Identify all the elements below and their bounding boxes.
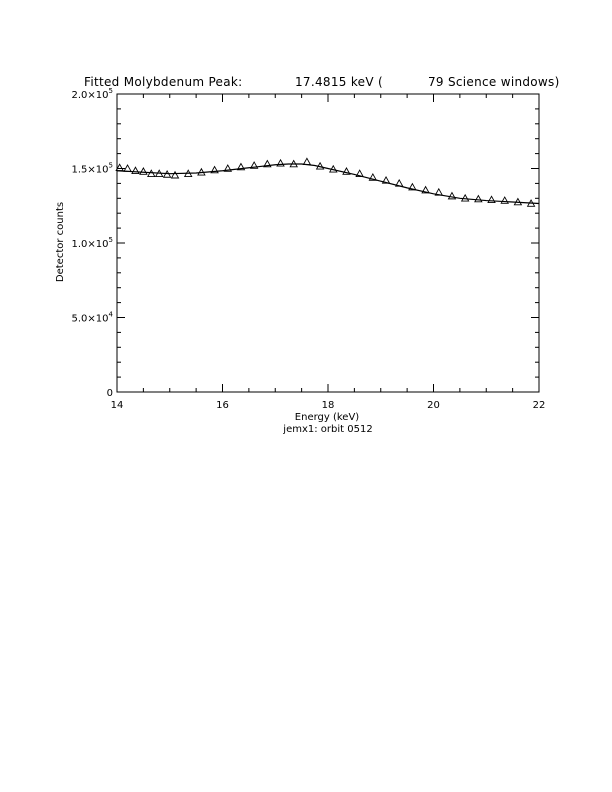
- y-tick-label: 2.0×105: [72, 87, 113, 101]
- data-point: [329, 164, 338, 173]
- x-tick-label: 18: [322, 400, 335, 411]
- data-point: [197, 167, 206, 176]
- data-point: [526, 199, 536, 207]
- chart-title-part-3: 79 Science windows): [428, 75, 560, 89]
- data-point: [447, 191, 457, 200]
- y-axis-label: Detector counts: [55, 202, 66, 282]
- data-point: [500, 196, 509, 204]
- y-tick-exponent: 5: [109, 87, 113, 95]
- data-point: [513, 197, 523, 206]
- y-tick-mantissa: 2.0×10: [72, 90, 109, 101]
- y-tick-mantissa: 0: [107, 388, 113, 399]
- chart-caption: jemx1: orbit 0512: [282, 424, 372, 435]
- y-tick-label: 5.0×104: [72, 311, 114, 325]
- data-point: [368, 173, 378, 181]
- x-tick-label: 20: [427, 400, 440, 411]
- data-point: [131, 166, 140, 174]
- data-point: [355, 169, 364, 177]
- y-tick-mantissa: 1.0×10: [72, 239, 109, 250]
- data-point: [276, 158, 285, 167]
- data-point: [170, 170, 180, 179]
- x-tick-label: 22: [533, 400, 546, 411]
- data-point: [236, 162, 246, 171]
- chart-title-part-2: 17.4815 keV (: [295, 75, 383, 89]
- data-point: [460, 193, 470, 202]
- data-point: [249, 161, 259, 169]
- data-point: [210, 165, 219, 174]
- x-tick-label: 16: [216, 400, 229, 411]
- x-tick-label: 14: [111, 400, 124, 411]
- data-point: [183, 169, 193, 177]
- data-point: [434, 187, 444, 196]
- data-point: [123, 164, 132, 172]
- y-tick-label: 0: [107, 388, 113, 399]
- data-point: [115, 163, 124, 172]
- y-tick-exponent: 4: [109, 311, 114, 319]
- data-point: [394, 178, 404, 187]
- data-point: [342, 167, 351, 175]
- y-tick-exponent: 5: [109, 162, 113, 170]
- y-tick-mantissa: 5.0×10: [72, 314, 109, 325]
- plot-frame: [116, 93, 540, 393]
- data-point: [315, 161, 325, 170]
- data-point: [381, 175, 391, 184]
- data-point: [223, 164, 233, 172]
- data-point: [487, 195, 496, 204]
- data-point: [408, 182, 417, 191]
- fit-curve: [116, 163, 540, 205]
- data-point: [474, 194, 483, 203]
- data-point: [421, 185, 430, 194]
- data-markers-layer: [115, 157, 536, 207]
- data-point: [154, 169, 164, 177]
- data-point: [263, 159, 272, 168]
- data-point: [302, 157, 312, 166]
- chart-title-part-1: Fitted Molybdenum Peak:: [84, 75, 243, 89]
- data-point: [289, 159, 298, 168]
- data-point: [162, 170, 172, 178]
- data-point: [139, 167, 148, 175]
- y-tick-label: 1.5×105: [72, 162, 113, 176]
- data-point: [147, 169, 156, 177]
- fit-curve-layer: [116, 163, 540, 205]
- y-tick-label: 1.0×105: [72, 236, 113, 250]
- y-tick-exponent: 5: [109, 236, 113, 244]
- x-axis-label: Energy (keV): [295, 412, 360, 423]
- y-tick-mantissa: 1.5×10: [72, 165, 109, 176]
